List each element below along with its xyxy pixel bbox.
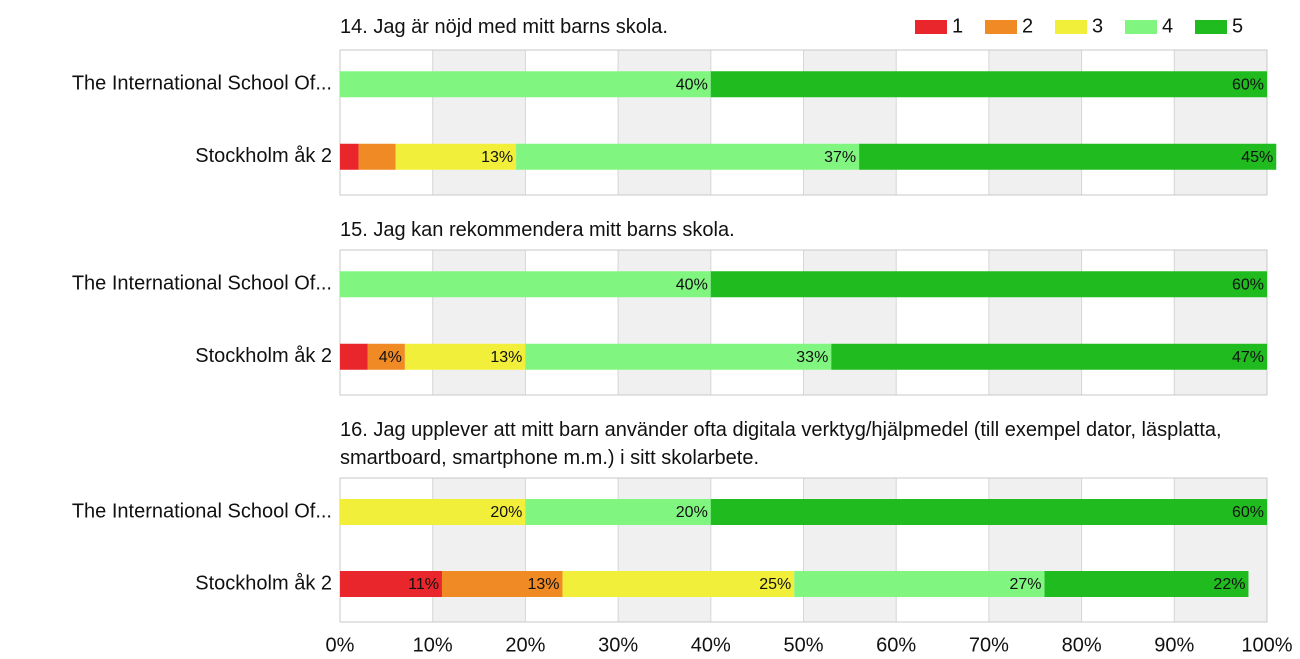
bar-segment: [525, 499, 711, 525]
bar-segment: [340, 499, 526, 525]
value-label: 13%: [481, 149, 513, 166]
plot-border: [339, 477, 1268, 623]
bar-segment: [710, 271, 1267, 298]
bar-segment: [859, 143, 1277, 170]
value-label: 60%: [1232, 276, 1264, 293]
value-label: 20%: [676, 504, 708, 521]
legend-swatch: [1195, 20, 1227, 34]
value-label: 33%: [796, 349, 828, 366]
bar-segment: [340, 71, 711, 98]
plot-border: [339, 49, 1268, 196]
value-label: 13%: [527, 576, 559, 593]
legend-label: 4: [1162, 15, 1173, 37]
value-label: 13%: [490, 349, 522, 366]
value-label: 27%: [1009, 576, 1041, 593]
plot-border: [339, 249, 1268, 396]
category-label: Stockholm åk 2: [195, 572, 332, 594]
value-label: 22%: [1213, 576, 1245, 593]
x-tick-label: 60%: [876, 634, 916, 656]
x-tick-label: 50%: [783, 634, 823, 656]
x-tick-label: 20%: [505, 634, 545, 656]
bar-segment: [516, 143, 860, 170]
x-tick-label: 90%: [1154, 634, 1194, 656]
legend-label: 3: [1092, 15, 1103, 37]
category-label: The International School Of...: [72, 273, 332, 295]
x-tick-label: 0%: [326, 634, 355, 656]
x-tick-label: 10%: [413, 634, 453, 656]
bar-segment: [1044, 571, 1249, 597]
x-tick-label: 70%: [969, 634, 1009, 656]
chart-title: 15. Jag kan rekommendera mitt barns skol…: [340, 219, 735, 241]
legend-label: 1: [952, 15, 963, 37]
bar-segment: [794, 571, 1045, 597]
bar-segment: [340, 271, 711, 298]
bar-segment: [340, 343, 368, 370]
bar-segment: [831, 343, 1267, 370]
value-label: 40%: [676, 276, 708, 293]
legend-label: 5: [1232, 15, 1243, 37]
category-label: Stockholm åk 2: [195, 345, 332, 367]
category-label: The International School Of...: [72, 500, 332, 522]
value-label: 20%: [490, 504, 522, 521]
bar-segment: [358, 143, 396, 170]
category-label: Stockholm åk 2: [195, 145, 332, 167]
x-tick-label: 40%: [691, 634, 731, 656]
bar-segment: [710, 71, 1267, 98]
bar-segment: [404, 343, 526, 370]
bar-segment: [562, 571, 795, 597]
x-tick-label: 30%: [598, 634, 638, 656]
x-tick-label: 100%: [1241, 634, 1292, 656]
value-label: 60%: [1232, 76, 1264, 93]
legend-swatch: [915, 20, 947, 34]
bar-segment: [395, 143, 517, 170]
legend-swatch: [985, 20, 1017, 34]
legend-label: 2: [1022, 15, 1033, 37]
value-label: 4%: [379, 349, 402, 366]
value-label: 11%: [408, 576, 439, 593]
bar-segment: [441, 571, 563, 597]
value-label: 37%: [824, 149, 856, 166]
legend-swatch: [1125, 20, 1157, 34]
chart-title: 14. Jag är nöjd med mitt barns skola.: [340, 16, 668, 38]
x-tick-label: 80%: [1062, 634, 1102, 656]
value-label: 60%: [1232, 504, 1264, 521]
value-label: 47%: [1232, 349, 1264, 366]
bar-segment: [340, 571, 442, 597]
bar-segment: [525, 343, 832, 370]
bar-segment: [367, 343, 405, 370]
value-label: 40%: [676, 76, 708, 93]
value-label: 25%: [759, 576, 791, 593]
category-label: The International School Of...: [72, 73, 332, 95]
bar-segment: [340, 143, 359, 170]
bar-segment: [710, 499, 1267, 525]
chart-title: 16. Jag upplever att mitt barn använder …: [340, 419, 1222, 469]
legend-swatch: [1055, 20, 1087, 34]
value-label: 45%: [1241, 149, 1273, 166]
